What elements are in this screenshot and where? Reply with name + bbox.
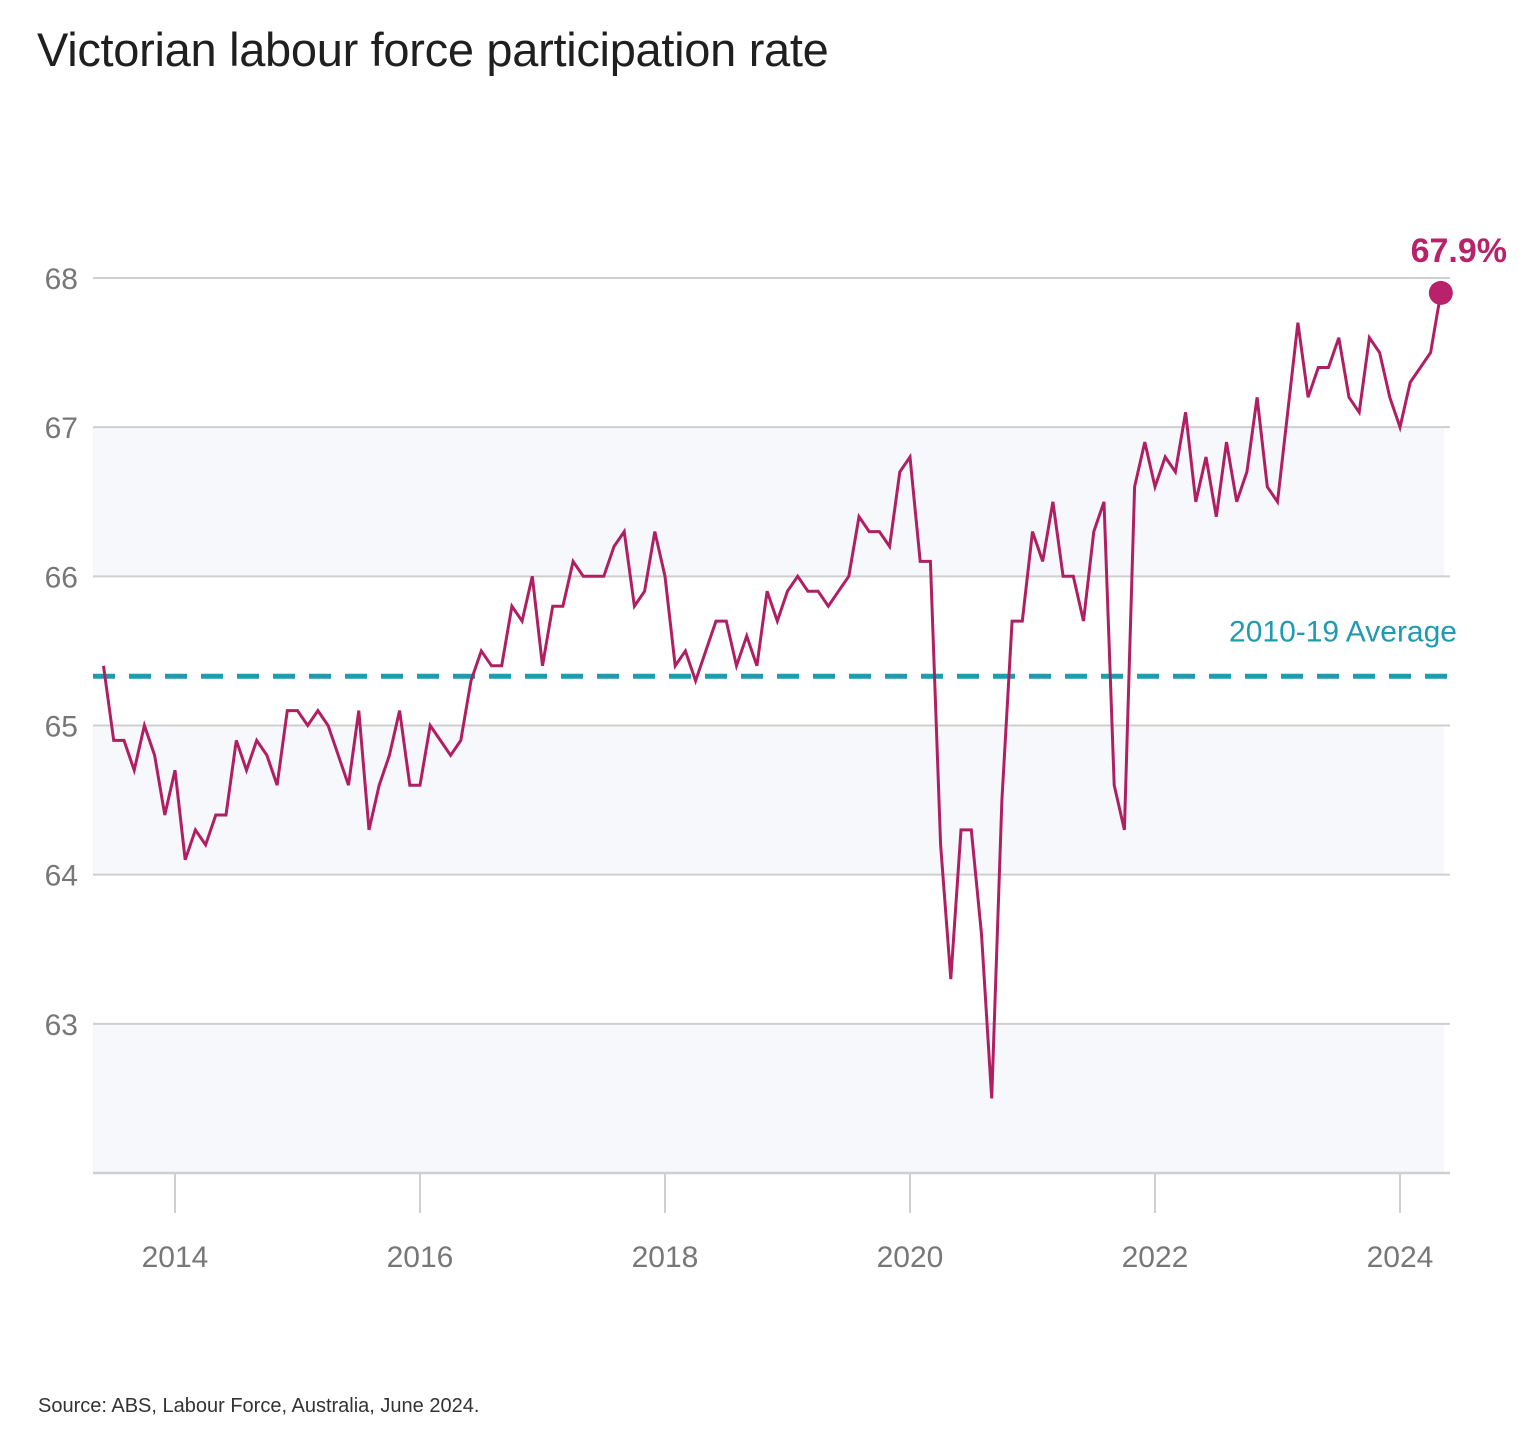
x-tick-label: 2018 bbox=[632, 1241, 699, 1274]
chart-title: Victorian labour force participation rat… bbox=[37, 23, 829, 76]
y-tick-label: 63 bbox=[45, 1009, 78, 1042]
y-tick-label: 67 bbox=[45, 412, 78, 445]
y-axis-ticks: 63 64 65 66 67 68 bbox=[45, 263, 78, 1042]
x-tick-label: 2014 bbox=[142, 1241, 209, 1274]
shaded-band bbox=[93, 1023, 1444, 1173]
end-point-marker[interactable] bbox=[1428, 280, 1453, 305]
gridlines bbox=[93, 277, 1450, 1175]
y-tick-label: 68 bbox=[45, 263, 78, 296]
x-axis-ticks: 2014 2016 2018 2020 2022 2024 bbox=[142, 1173, 1434, 1274]
shaded-band bbox=[93, 725, 1444, 875]
x-tick-label: 2022 bbox=[1122, 1241, 1189, 1274]
end-value-label: 67.9% bbox=[1411, 232, 1507, 270]
source-note: Source: ABS, Labour Force, Australia, Ju… bbox=[38, 1395, 480, 1417]
shaded-bands bbox=[93, 427, 1444, 1173]
shaded-band bbox=[93, 427, 1444, 577]
average-label: 2010-19 Average bbox=[1229, 615, 1457, 648]
x-tick-label: 2024 bbox=[1367, 1241, 1434, 1274]
participation-rate-line bbox=[102, 292, 1443, 1099]
y-tick-label: 64 bbox=[45, 860, 78, 893]
x-tick-label: 2020 bbox=[877, 1241, 944, 1274]
y-tick-label: 65 bbox=[45, 711, 78, 744]
y-tick-label: 66 bbox=[45, 561, 78, 594]
x-tick-label: 2016 bbox=[387, 1241, 454, 1274]
